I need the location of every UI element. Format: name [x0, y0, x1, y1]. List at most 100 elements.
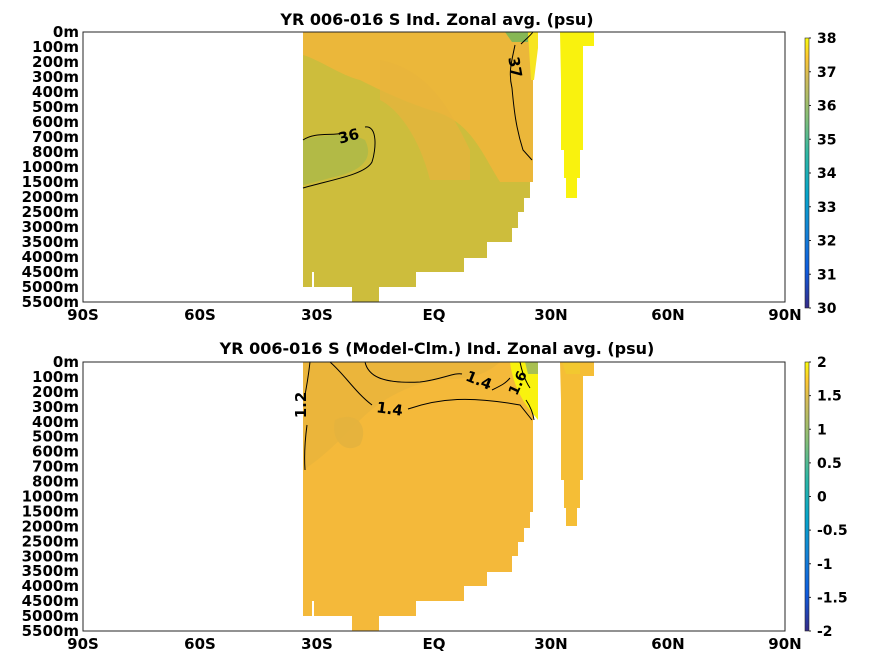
panel-2-axes — [82, 361, 786, 632]
panel-2-y-tick-label: 4500m — [22, 592, 79, 610]
panel-1-contour-label-36: 36 — [336, 125, 361, 148]
panel-2-field-shade — [303, 362, 500, 470]
panel-2-y-tick-label: 0m — [53, 353, 79, 371]
panel-2-contour-label-1.2: 1.2 — [292, 392, 310, 419]
panel-1-y-tick-label: 5000m — [22, 278, 79, 296]
panel-2-colorbar-tick-label: -0.5 — [817, 523, 848, 539]
panel-2-y-tick-label: 500m — [32, 428, 79, 446]
panel-1-y-tick-label: 700m — [32, 128, 79, 146]
panel-2-y-tick-label: 200m — [32, 383, 79, 401]
panel-1-y-tick-label: 2500m — [22, 203, 79, 221]
panel-2-colorbar-tick-label: 0.5 — [817, 456, 842, 472]
panel-2-field-strip — [560, 362, 594, 526]
panel-2-y-tick-label: 5000m — [22, 607, 79, 625]
panel-1-y-tick-label: 200m — [32, 53, 79, 71]
panel-2-x-tick-label: 90N — [768, 635, 801, 653]
panel-2-x-tick-label: 90S — [67, 635, 99, 653]
panel-1-y-tick-label: 500m — [32, 98, 79, 116]
panel-1-field — [303, 32, 594, 302]
panel-2-contour-1.4b — [364, 361, 511, 391]
panel-2-contours — [303, 361, 535, 471]
panel-1-y-tick-label: 5500m — [22, 293, 79, 311]
panel-1-y-tick-label: 1000m — [22, 158, 79, 176]
panel-1-x-tick-label: 90S — [67, 306, 99, 324]
panel-2-y-ticks: 0m100m200m300m400m500m600m700m800m1000m1… — [22, 353, 79, 640]
panel-1-y-tick-label: 1500m — [22, 173, 79, 191]
panel-1-y-tick-label: 0m — [53, 23, 79, 41]
panel-1-axes — [82, 31, 786, 303]
panel-2-colorbar-tick-label: -2 — [817, 624, 833, 640]
panel-1-contours — [302, 31, 534, 189]
panel-2-x-tick-label: 30S — [301, 635, 333, 653]
panel-1-x-tick-label: 60S — [184, 306, 216, 324]
panel-1-colorbar-tick-label: 31 — [817, 267, 836, 283]
panel-1-y-tick-label: 800m — [32, 143, 79, 161]
panel-1-colorbar-tick-label: 34 — [817, 166, 837, 182]
panel-2-contour-1.6 — [519, 361, 535, 421]
panel-2-field-green — [525, 362, 538, 374]
panel-1-x-tick-label: 90N — [768, 306, 801, 324]
panel-1-y-tick-label: 4000m — [22, 248, 79, 266]
panel-1-colorbar-tick-label: 33 — [817, 200, 836, 216]
panel-2-contour-1.2 — [303, 361, 311, 471]
panel-2-y-tick-label: 1500m — [22, 502, 79, 520]
panel-2-y-tick-label: 4000m — [22, 577, 79, 595]
panel-2-x-ticks: 90S 60S 30S EQ 30N 60N 90N — [67, 635, 802, 653]
panel-1-colorbar-tick-label: 36 — [817, 99, 836, 115]
panel-2-colorbar-ticks: 2 1.5 1 0.5 0 -0.5 -1 -1.5 -2 — [809, 355, 848, 640]
panel-1-colorbar-tick-label: 30 — [817, 301, 837, 317]
panel-1-y-tick-label: 100m — [32, 38, 79, 56]
panel-2-y-tick-label: 300m — [32, 398, 79, 416]
panel-1-colorbar-tick-label: 35 — [817, 132, 836, 148]
panel-2-contour-label-1.4a: 1.4 — [375, 398, 404, 420]
panel-2-colorbar-tick-label: 0 — [817, 490, 827, 506]
panel-2-y-tick-label: 600m — [32, 443, 79, 461]
panel-2-y-tick-label: 800m — [32, 473, 79, 491]
panel-2-y-tick-label: 400m — [32, 413, 79, 431]
panel-1-field-sliver — [528, 32, 538, 80]
panel-1-y-ticks: 0m100m200m300m400m500m600m700m800m1000m1… — [22, 23, 79, 311]
panel-2-x-tick-label: 60N — [651, 635, 684, 653]
panel-1-colorbar-tick-label: 32 — [817, 234, 836, 250]
panel-2-field-hot — [510, 362, 538, 420]
panel-2-x-tick-label: EQ — [423, 635, 446, 653]
panel-1-field-upper — [303, 32, 533, 182]
panel-2: YR 006-016 S (Model-Clm.) Ind. Zonal avg… — [22, 339, 848, 653]
panel-1-contour-37 — [509, 31, 534, 161]
panel-2-title: YR 006-016 S (Model-Clm.) Ind. Zonal avg… — [219, 339, 655, 358]
panel-1-field-strip — [560, 32, 594, 198]
panel-1-field-band — [380, 60, 470, 180]
panel-2-field — [303, 362, 594, 631]
panel-1-x-ticks: 90S 60S 30S EQ 30N 60N 90N — [67, 306, 802, 324]
panel-2-field-strip-top — [562, 362, 580, 374]
panel-1-contour-36 — [302, 126, 376, 189]
panel-2-field-patch — [334, 416, 364, 449]
panel-1-colorbar-ticks: 38 37 36 35 34 33 32 31 30 — [809, 31, 837, 317]
panel-2-y-tick-label: 700m — [32, 458, 79, 476]
panel-1-colorbar-tick-label: 38 — [817, 31, 836, 47]
panel-1-x-tick-label: 30S — [301, 306, 333, 324]
panel-1-x-tick-label: EQ — [423, 306, 446, 324]
panel-2-colorbar-tick-label: -1.5 — [817, 590, 848, 606]
panel-2-x-tick-label: 30N — [534, 635, 567, 653]
panel-2-y-tick-label: 3000m — [22, 547, 79, 565]
panel-1: YR 006-016 S Ind. Zonal avg. (psu) 36 37… — [22, 10, 837, 324]
panel-2-y-tick-label: 2000m — [22, 517, 79, 535]
panel-1-x-tick-label: 30N — [534, 306, 567, 324]
panel-2-y-tick-label: 5500m — [22, 622, 79, 640]
panel-1-y-tick-label: 300m — [32, 68, 79, 86]
panel-2-colorbar-tick-label: -1 — [817, 557, 833, 573]
panel-1-y-tick-label: 600m — [32, 113, 79, 131]
panel-2-colorbar — [804, 361, 810, 632]
panel-1-y-tick-label: 2000m — [22, 188, 79, 206]
panel-2-y-tick-label: 3500m — [22, 562, 79, 580]
panel-1-colorbar-tick-label: 37 — [817, 65, 836, 81]
panel-2-colorbar-tick-label: 2 — [817, 355, 827, 371]
panel-2-y-tick-label: 1000m — [22, 488, 79, 506]
panel-2-contour-1.4a — [329, 361, 533, 421]
panel-1-contour-label-37: 37 — [504, 55, 525, 79]
panel-2-x-tick-label: 60S — [184, 635, 216, 653]
panel-2-y-tick-label: 2500m — [22, 532, 79, 550]
panel-1-y-tick-label: 400m — [32, 83, 79, 101]
